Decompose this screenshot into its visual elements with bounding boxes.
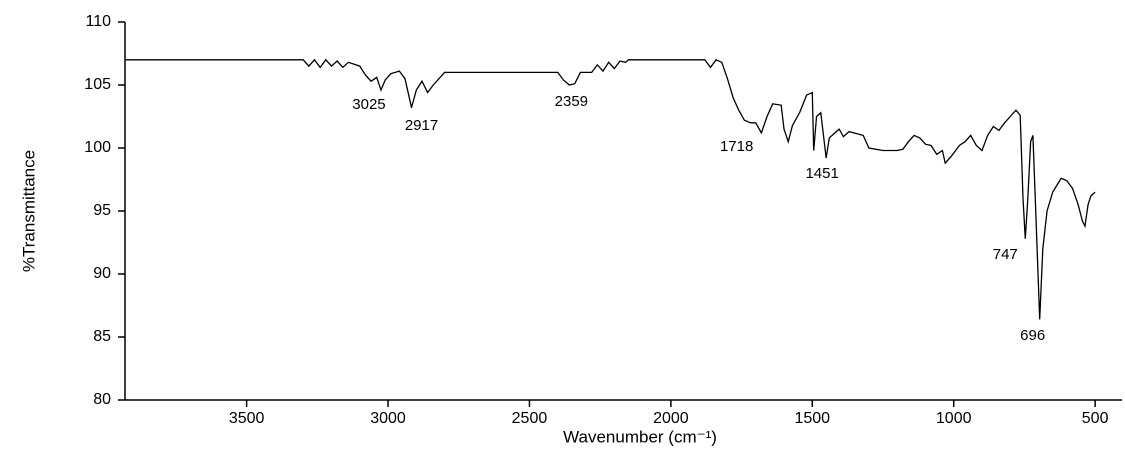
x-tick-label: 3500 [229,410,265,427]
x-tick-label: 500 [1082,410,1109,427]
x-tick-label: 1000 [936,410,972,427]
y-tick-label: 95 [93,202,111,219]
peak-label: 1451 [805,165,838,182]
peak-label: 2359 [555,93,588,110]
peak-label: 2917 [405,117,438,134]
peak-label: 3025 [352,96,385,113]
x-tick-label: 2500 [512,410,548,427]
peak-label: 1718 [720,138,753,155]
x-tick-label: 1500 [794,410,830,427]
y-tick-label: 80 [93,391,111,408]
x-axis-title: Wavenumber (cm⁻¹) [563,427,717,446]
y-axis-title: %Transmittance [19,150,38,272]
x-tick-label: 2000 [653,410,689,427]
peak-label: 747 [993,246,1018,263]
spectrum-line [125,58,1096,320]
y-tick-label: 105 [84,76,111,93]
y-tick-label: 85 [93,328,111,345]
y-tick-label: 100 [84,139,111,156]
peak-label: 696 [1020,327,1045,344]
y-tick-label: 110 [85,13,111,30]
y-tick-label: 90 [93,265,111,282]
x-tick-label: 3000 [370,410,406,427]
